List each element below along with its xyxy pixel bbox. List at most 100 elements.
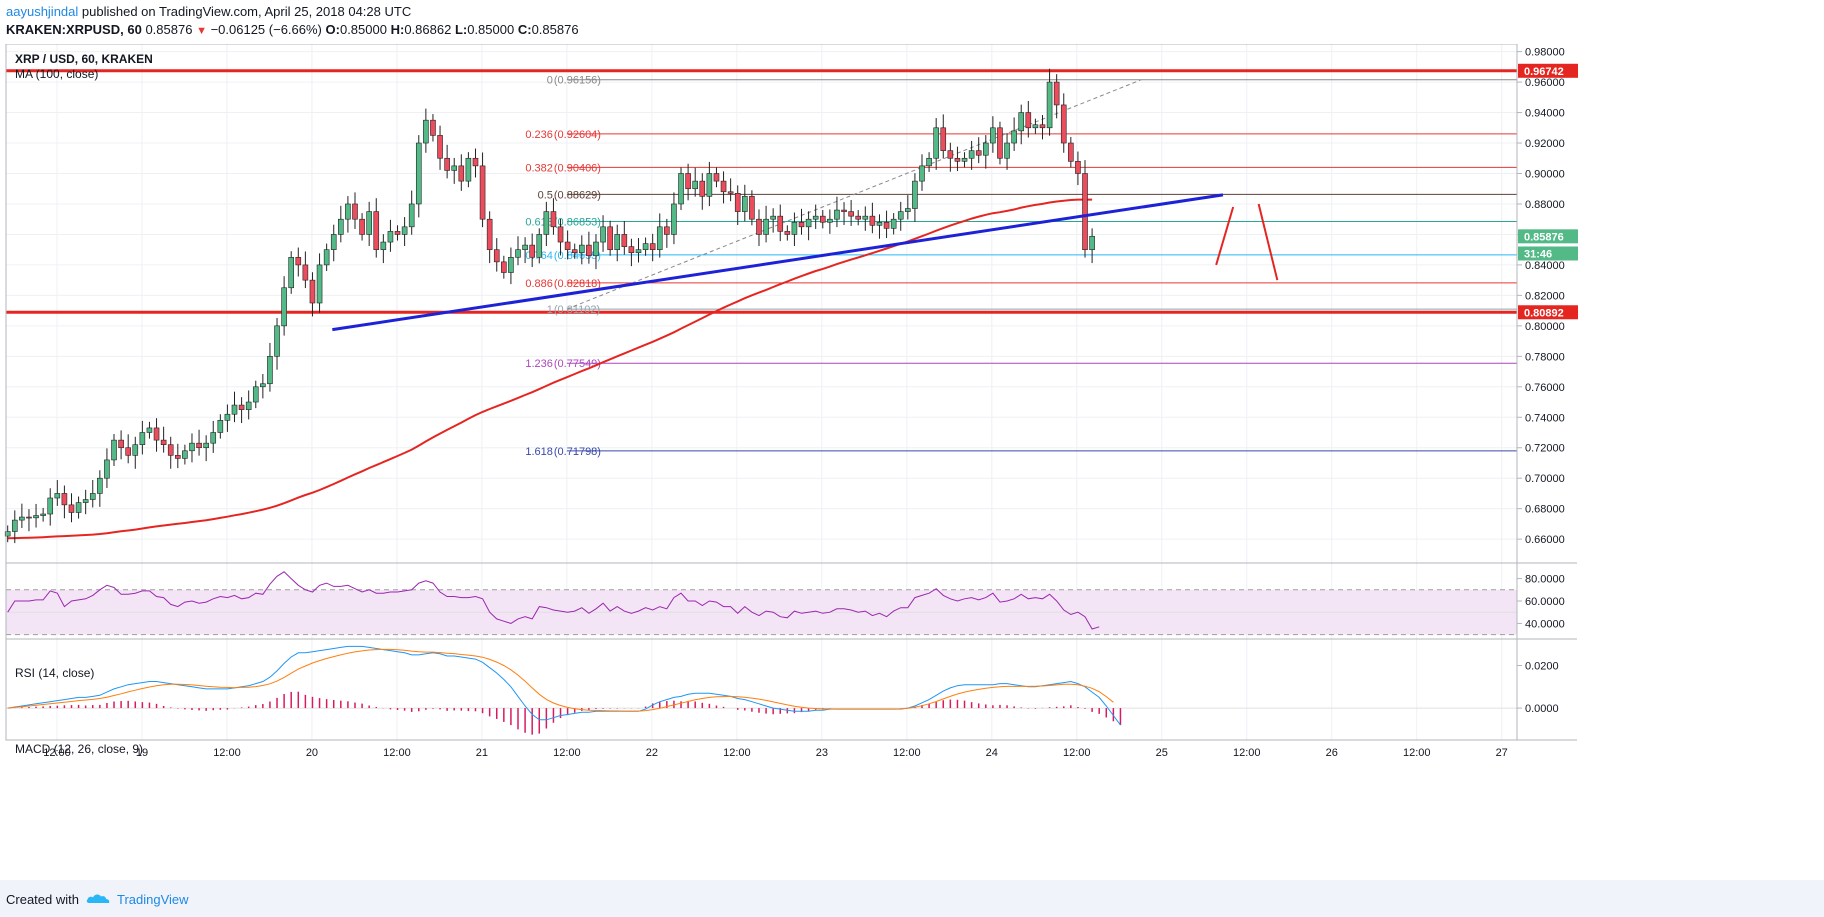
candle-body bbox=[295, 256, 302, 266]
candle-body bbox=[664, 226, 670, 235]
projection-arrow-line bbox=[1215, 206, 1235, 266]
candle-body bbox=[649, 243, 656, 250]
candle-body bbox=[118, 439, 124, 449]
ma-line bbox=[7, 198, 1093, 540]
candle-body bbox=[798, 221, 805, 228]
fib-ratio-label: 1.236 bbox=[525, 358, 553, 370]
candle-body bbox=[607, 226, 613, 250]
candle-body bbox=[288, 256, 295, 289]
candle-body bbox=[522, 244, 528, 250]
candle-body bbox=[855, 215, 862, 220]
high-value: 0.86862 bbox=[404, 22, 452, 37]
time-tick-label: 12:00 bbox=[43, 747, 71, 759]
candle-body bbox=[508, 256, 514, 273]
candle-body bbox=[203, 442, 209, 449]
candle-body bbox=[571, 249, 578, 254]
symbol-label: KRAKEN:XRPUSD, 60 bbox=[6, 22, 142, 37]
candle-body bbox=[132, 444, 139, 456]
candle-body bbox=[1011, 130, 1017, 144]
price-tick-label: 0.98000 bbox=[1525, 47, 1565, 59]
fibonacci-retracement[interactable]: 0 (0.96156) 0.236 (0.92604) 0.382 (0.90406) 0.… bbox=[525, 75, 1517, 458]
rsi-tick-label: 40.0000 bbox=[1525, 618, 1565, 630]
candle-body bbox=[323, 249, 330, 266]
candle-body bbox=[890, 218, 897, 229]
macd-line bbox=[7, 645, 1121, 726]
candle-body bbox=[111, 439, 117, 461]
fib-value-label: (0.82818) bbox=[554, 278, 601, 290]
candle-body bbox=[139, 432, 146, 445]
price-tick-label: 0.76000 bbox=[1525, 382, 1565, 394]
candle-body bbox=[104, 459, 110, 479]
candle-body bbox=[1075, 161, 1081, 174]
candle-body bbox=[770, 215, 776, 220]
candle-body bbox=[919, 165, 925, 182]
price-tick-label: 0.90000 bbox=[1525, 169, 1565, 181]
price-axis-badge bbox=[1518, 305, 1578, 320]
created-with-text: Created with bbox=[6, 892, 79, 907]
candle-body bbox=[33, 515, 39, 519]
candle-body bbox=[82, 499, 89, 503]
chart-title: XRP / USD, 60, KRAKEN bbox=[15, 52, 153, 66]
trendline-drawings[interactable] bbox=[332, 193, 1279, 332]
candle-body bbox=[734, 193, 741, 212]
candle-body bbox=[175, 455, 181, 459]
time-tick-label: 23 bbox=[816, 747, 828, 759]
close-label: C: bbox=[517, 22, 532, 37]
author-link[interactable]: aayushjindal bbox=[6, 4, 79, 19]
candle-body bbox=[1082, 173, 1088, 250]
candle-body bbox=[784, 231, 791, 235]
candle-body bbox=[841, 209, 847, 212]
candle-body bbox=[316, 264, 323, 304]
time-tick-label: 22 bbox=[646, 747, 658, 759]
candle-body bbox=[635, 249, 642, 254]
candle-body bbox=[1046, 81, 1053, 129]
high-label: H: bbox=[390, 22, 405, 37]
candle-body bbox=[493, 249, 500, 263]
candle-body bbox=[742, 196, 748, 212]
candle-body bbox=[862, 215, 869, 220]
candle-body bbox=[97, 477, 103, 494]
candle-body bbox=[415, 142, 422, 205]
candle-body bbox=[578, 244, 585, 254]
candle-body bbox=[685, 173, 691, 190]
last-price: 0.85876 bbox=[145, 22, 193, 37]
candle-body bbox=[827, 218, 833, 223]
candle-body bbox=[89, 493, 96, 500]
low-label: L: bbox=[454, 22, 468, 37]
price-axis-badge-text: 0.96742 bbox=[1524, 66, 1564, 78]
candle-body bbox=[642, 243, 649, 250]
candle-body bbox=[352, 203, 358, 220]
candle-body bbox=[1032, 124, 1039, 129]
candle-body bbox=[933, 127, 939, 159]
candle-body bbox=[812, 215, 819, 220]
fib-anchor-line bbox=[566, 79, 1142, 310]
horizontal-levels[interactable] bbox=[6, 69, 1517, 314]
candles bbox=[4, 68, 1095, 544]
candle-body bbox=[1004, 142, 1010, 159]
time-tick-label: 12:00 bbox=[1233, 747, 1261, 759]
chart-text: XRP / USD, 60, KRAKEN MA (100, close) RS… bbox=[15, 52, 153, 756]
price-tick-label: 0.72000 bbox=[1525, 443, 1565, 455]
candle-body bbox=[536, 234, 543, 258]
price-tick-label: 0.88000 bbox=[1525, 199, 1565, 211]
candle-body bbox=[302, 264, 309, 281]
candle-body bbox=[387, 231, 394, 243]
tradingview-link[interactable]: TradingView bbox=[117, 892, 189, 907]
low-value: 0.85000 bbox=[467, 22, 515, 37]
macd-tick-label: 0.0000 bbox=[1525, 703, 1559, 715]
rsi-line bbox=[7, 571, 1100, 630]
candle-body bbox=[720, 180, 727, 193]
candle-body bbox=[819, 215, 826, 223]
candle-body bbox=[401, 226, 408, 235]
chart-area[interactable]: 0 (0.96156)0.236 (0.92604)0.382 (0.90406)0.… bbox=[0, 44, 1824, 880]
time-tick-label: 19 bbox=[136, 747, 148, 759]
time-tick-label: 25 bbox=[1156, 747, 1168, 759]
candle-body bbox=[699, 180, 706, 197]
candle-body bbox=[692, 180, 698, 190]
candle-body bbox=[125, 447, 131, 456]
candle-body bbox=[61, 493, 68, 506]
candle-body bbox=[160, 439, 167, 445]
ohlc-line: KRAKEN:XRPUSD, 60 0.85876 ▼ −0.06125 (−6… bbox=[6, 22, 579, 37]
moving-average bbox=[7, 198, 1093, 540]
candle-body bbox=[997, 127, 1003, 159]
